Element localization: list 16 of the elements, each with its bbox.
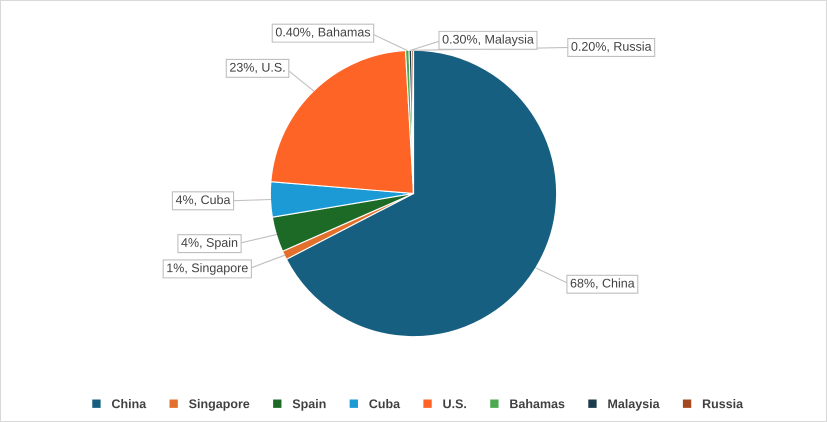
legend-label: Malaysia	[608, 399, 660, 411]
legend-label: Spain	[292, 399, 326, 411]
data-label: 0.40%, Bahamas	[276, 27, 370, 38]
data-label: 68%, China	[570, 278, 635, 290]
data-label: 1%, Singapore	[167, 263, 248, 275]
legend-label: China	[112, 399, 146, 408]
legend-label: Russia	[702, 399, 744, 408]
legend-label: Cuba	[369, 399, 400, 408]
data-label: 0.30%, Malaysia	[442, 34, 534, 46]
data-label: 4%, Cuba	[176, 194, 230, 206]
legend-label: Singapore	[189, 399, 250, 411]
data-label: 23%, U.S.	[230, 62, 285, 74]
data-label: 4%, Spain	[181, 238, 238, 250]
data-label: 0.20%, Russia	[571, 42, 652, 52]
legend-label: Bahamas	[510, 399, 564, 408]
legend-label: U.S.	[443, 399, 466, 408]
